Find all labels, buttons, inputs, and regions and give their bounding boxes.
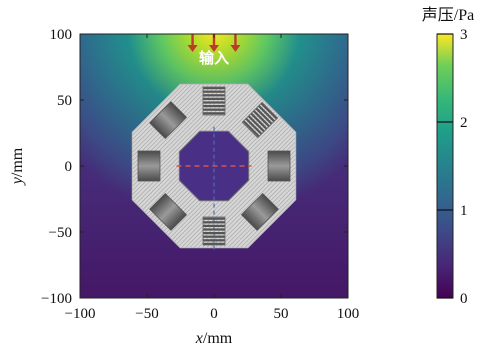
resonator-top	[202, 86, 226, 116]
y-axis-unit: /mm	[9, 147, 26, 177]
x-tick-label: 0	[210, 306, 218, 322]
y-tick-label: −100	[41, 291, 72, 307]
input-arrow-head	[209, 45, 219, 52]
x-axis-label: x/mm	[195, 330, 233, 347]
colorbar-gradient	[436, 33, 454, 299]
coil-strip	[203, 239, 225, 242]
input-arrow-head	[230, 45, 241, 52]
coil-strip	[203, 228, 225, 231]
metamaterial-structure	[131, 83, 297, 253]
cavity-block	[149, 101, 188, 140]
coil-strip	[203, 105, 225, 108]
x-tick-label: −50	[135, 306, 158, 322]
coil-strip	[203, 232, 225, 235]
x-axis-unit: /mm	[203, 330, 233, 347]
coil-strip	[203, 235, 225, 238]
resonator-left	[137, 150, 161, 182]
cavity-block	[149, 192, 188, 231]
coil-strip	[203, 87, 225, 90]
colorbar-tick-label: 0	[460, 291, 468, 307]
coil-strip	[257, 104, 276, 123]
colorbar-tick-label: 2	[460, 115, 468, 131]
coil-strip	[203, 224, 225, 227]
y-tick-label: −50	[49, 225, 72, 241]
coil-strip	[203, 112, 225, 115]
y-tick-label: 0	[65, 159, 73, 175]
coil-frame	[241, 101, 279, 139]
x-axis-var: x	[195, 330, 203, 347]
coil-strip	[203, 108, 225, 111]
coil-strip	[203, 221, 225, 224]
input-annotation: 输入	[199, 49, 229, 67]
x-tick-label: 50	[274, 306, 289, 322]
cavity-block	[137, 150, 161, 182]
coil-strip	[250, 112, 268, 130]
colorbar-tick-label: 3	[460, 27, 468, 43]
coil-strip	[247, 115, 265, 133]
x-tick-label: 100	[337, 306, 360, 322]
resonator-right	[267, 150, 291, 182]
colorbar: 0 1 2 3 声压/Pa	[422, 6, 474, 307]
x-tick-label: −100	[65, 306, 96, 322]
coil-strip	[203, 217, 225, 220]
y-axis-ticks: −100 −50 0 50 100	[41, 27, 348, 307]
resonator-bottom-right	[240, 192, 279, 231]
input-arrow-head	[187, 45, 198, 52]
input-arrows	[187, 34, 241, 52]
coil-strip	[242, 120, 260, 138]
y-axis-label: y/mm	[9, 147, 26, 186]
colorbar-tick-label: 1	[460, 203, 468, 219]
coil-strip	[203, 94, 225, 97]
y-tick-label: 50	[57, 93, 72, 109]
resonator-top-left	[149, 101, 188, 140]
coil-frame	[202, 86, 226, 116]
coil-strip	[245, 117, 263, 135]
y-tick-label: 100	[50, 27, 73, 43]
colorbar-ticks: 0 1 2 3	[437, 27, 468, 307]
coil-strip	[255, 107, 273, 125]
x-axis-ticks: −100 −50 0 50 100	[65, 34, 360, 322]
coil-strip	[203, 242, 225, 245]
coil-frame	[202, 216, 226, 246]
resonator-bottom-left	[149, 192, 188, 231]
coil-strip	[203, 101, 225, 104]
coil-strip	[203, 90, 225, 93]
resonator-bottom	[202, 216, 226, 246]
coil-strip	[260, 102, 278, 120]
cavity-block	[240, 192, 279, 231]
resonator-top-right	[241, 101, 279, 139]
coil-strip	[203, 97, 225, 100]
coil-strip	[252, 110, 270, 128]
colorbar-title: 声压/Pa	[422, 6, 474, 24]
cavity-block	[267, 150, 291, 182]
y-axis-var: y	[9, 176, 26, 186]
